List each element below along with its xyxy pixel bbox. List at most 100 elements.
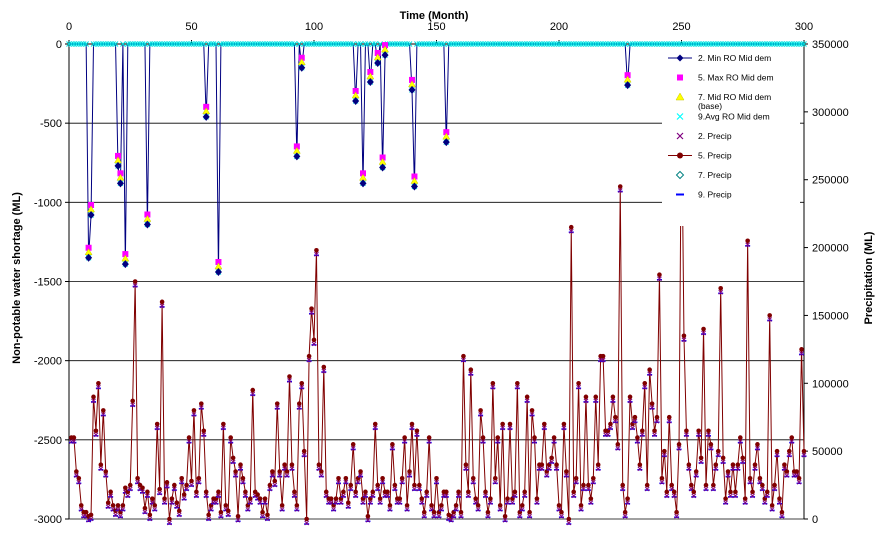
precip-point-5 bbox=[625, 496, 630, 501]
precip-point-2 bbox=[512, 493, 518, 499]
shortage-point-9 bbox=[791, 41, 798, 47]
precip-point-5 bbox=[581, 482, 586, 488]
x-tick-label: 50 bbox=[185, 21, 197, 33]
precip-point-5 bbox=[159, 299, 165, 305]
precip-point-2 bbox=[735, 466, 741, 472]
precip-point-5 bbox=[294, 503, 300, 508]
precip-point-2 bbox=[522, 493, 528, 499]
precip-point-2 bbox=[416, 486, 422, 492]
precip-point-2 bbox=[541, 425, 547, 431]
precip-point-5 bbox=[774, 448, 780, 454]
precip-point-2 bbox=[461, 357, 466, 363]
precip-point-2 bbox=[250, 391, 256, 397]
precip-point-5 bbox=[421, 509, 427, 515]
shortage-point-9 bbox=[516, 41, 523, 47]
precip-point-2 bbox=[152, 507, 158, 512]
precip-point-5 bbox=[235, 513, 241, 519]
shortage-point-9 bbox=[313, 41, 320, 47]
precip-point-2 bbox=[453, 507, 459, 512]
precip-point-5 bbox=[103, 469, 109, 474]
precip-point-2 bbox=[243, 493, 248, 499]
precip-point-2 bbox=[703, 486, 709, 492]
precip-point-5 bbox=[167, 516, 172, 522]
precip-point-5 bbox=[735, 462, 741, 468]
precip-point-2 bbox=[630, 425, 635, 431]
precip-point-5 bbox=[573, 475, 579, 481]
legend-marker bbox=[676, 113, 684, 120]
precip-point-5 bbox=[801, 448, 807, 454]
precip-point-2 bbox=[639, 432, 645, 438]
precip-point-5 bbox=[593, 394, 599, 400]
shortage-point-9 bbox=[793, 41, 800, 47]
shortage-point-9 bbox=[636, 41, 643, 47]
precip-point-5 bbox=[796, 475, 802, 481]
precip-point-2 bbox=[681, 337, 687, 343]
precip-point-5 bbox=[279, 503, 285, 508]
precip-point-5 bbox=[554, 462, 559, 468]
precip-point-5 bbox=[174, 500, 180, 506]
shortage-point-9 bbox=[90, 41, 97, 47]
shortage-point-9 bbox=[585, 41, 592, 47]
shortage-point-9 bbox=[169, 41, 175, 47]
precip-point-5 bbox=[93, 428, 99, 434]
precip-point-2 bbox=[661, 452, 667, 458]
shortage-point-9 bbox=[335, 41, 342, 47]
precip-point-5 bbox=[301, 448, 307, 454]
precip-point-2 bbox=[176, 512, 182, 518]
shortage-point-9 bbox=[421, 41, 428, 47]
precip-point-5 bbox=[733, 489, 738, 495]
precip-point-2 bbox=[502, 517, 508, 523]
shortage-point-9 bbox=[249, 41, 256, 47]
precip-point-2 bbox=[605, 432, 611, 438]
precip-point-5 bbox=[698, 455, 704, 461]
precip-point-2 bbox=[147, 516, 153, 522]
precip-point-2 bbox=[399, 479, 405, 485]
precip-point-5 bbox=[620, 482, 625, 488]
precip-point-2 bbox=[247, 500, 253, 505]
shortage-point-9 bbox=[610, 41, 616, 47]
precip-point-5 bbox=[101, 408, 106, 413]
shortage-point-9 bbox=[83, 41, 90, 47]
shortage-point-9 bbox=[176, 41, 183, 47]
precip-point-5 bbox=[267, 482, 273, 488]
precip-point-2 bbox=[363, 493, 368, 499]
precip-point-5 bbox=[274, 401, 280, 406]
shortage-point-9 bbox=[232, 41, 239, 47]
precip-point-2 bbox=[164, 484, 170, 489]
precip-point-2 bbox=[495, 439, 501, 444]
precip-point-2 bbox=[671, 493, 677, 499]
precip-point-2 bbox=[546, 466, 552, 472]
precip-point-2 bbox=[485, 513, 491, 519]
shortage-point-9 bbox=[715, 41, 722, 47]
shortage-point-9 bbox=[208, 41, 214, 47]
precip-point-5 bbox=[321, 364, 327, 370]
precip-point-5 bbox=[346, 500, 351, 506]
shortage-point-9 bbox=[100, 41, 107, 47]
precip-point-5 bbox=[336, 475, 341, 481]
precip-point-2 bbox=[196, 479, 202, 485]
shortage-point-2 bbox=[408, 85, 416, 94]
precip-point-2 bbox=[194, 493, 199, 499]
x-tick-label: 200 bbox=[550, 21, 568, 33]
precip-point-2 bbox=[769, 507, 775, 512]
precip-point-5 bbox=[319, 469, 324, 474]
precip-point-2 bbox=[100, 412, 106, 417]
shortage-point-9 bbox=[137, 41, 143, 47]
precip-point-2 bbox=[691, 493, 697, 499]
shortage-point-9 bbox=[328, 41, 335, 47]
precip-point-5 bbox=[172, 482, 177, 488]
shortage-point-9 bbox=[75, 41, 82, 47]
shortage-point-9 bbox=[389, 41, 396, 47]
precip-point-5 bbox=[747, 475, 753, 481]
precip-point-5 bbox=[640, 428, 645, 434]
shortage-point-2 bbox=[374, 59, 382, 67]
shortage-point-9 bbox=[225, 41, 232, 47]
precip-point-2 bbox=[737, 439, 743, 444]
precip-point-2 bbox=[360, 500, 366, 505]
shortage-point-9 bbox=[463, 41, 469, 47]
legend: 2. Min RO Mid dem 5. Max RO Mid dem 7. Mid… bbox=[662, 48, 800, 226]
shortage-point-5 bbox=[374, 50, 381, 56]
precip-point-2 bbox=[710, 486, 716, 492]
shortage-point-9 bbox=[558, 41, 565, 47]
shortage-point-9 bbox=[296, 41, 303, 47]
